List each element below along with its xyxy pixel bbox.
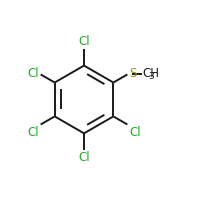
Text: Cl: Cl [129,126,141,139]
Text: 3: 3 [149,72,154,81]
Text: Cl: Cl [28,126,39,139]
Text: S: S [129,67,137,80]
Text: Cl: Cl [78,35,90,48]
Text: CH: CH [142,67,159,80]
Text: Cl: Cl [28,67,39,80]
Text: Cl: Cl [78,151,90,164]
